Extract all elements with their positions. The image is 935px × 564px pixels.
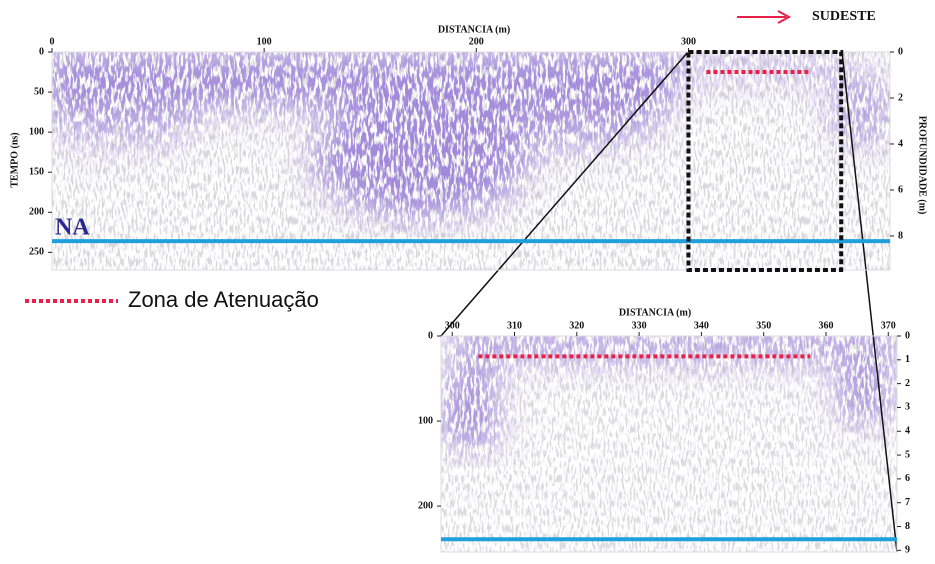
y2-tick-label: 9 (905, 545, 910, 556)
x-tick-label: 100 (257, 36, 272, 47)
direction-label: SUDESTE (812, 9, 876, 24)
x-tick-label: 330 (632, 320, 647, 331)
y-axis-title: TEMPO (ns) (9, 132, 20, 187)
y2-tick-label: 4 (905, 426, 910, 437)
zoom-connector (440, 51, 689, 337)
y2-tick-label: 1 (905, 354, 910, 365)
y2-tick-label: 3 (905, 402, 910, 413)
y2-tick-label: 4 (898, 138, 903, 149)
x-tick-label: 0 (50, 36, 55, 47)
plot-frame (440, 335, 898, 553)
y2-tick-label: 8 (905, 521, 910, 532)
y-tick-label: 250 (29, 247, 44, 258)
water-table-label: NA (55, 215, 90, 241)
y2-tick-label: 5 (905, 449, 910, 460)
zoom-connector (841, 51, 898, 553)
x-tick-label: 340 (694, 320, 709, 331)
y2-tick-label: 0 (898, 46, 903, 57)
plot-frame (51, 51, 891, 271)
y-tick-label: 0 (39, 46, 44, 57)
x-tick-label: 320 (569, 320, 584, 331)
y-tick-label: 100 (29, 126, 44, 137)
radargram-texture (52, 52, 890, 270)
x-tick-label: 200 (469, 36, 484, 47)
x-tick-label: 300 (445, 320, 460, 331)
radargram-texture (441, 336, 897, 552)
legend-label: Zona de Atenuação (128, 287, 319, 312)
y2-tick-label: 7 (905, 497, 910, 508)
y-tick-label: 200 (418, 500, 433, 511)
y2-tick-label: 2 (898, 92, 903, 103)
y2-axis-title: PROFUNDIDADE (m) (917, 116, 928, 215)
x-axis-title: DISTANCIA (m) (438, 24, 510, 35)
x-tick-label: 350 (756, 320, 771, 331)
y-tick-label: 200 (29, 207, 44, 218)
x-axis-title: DISTANCIA (m) (619, 307, 691, 318)
y-tick-label: 150 (29, 167, 44, 178)
x-tick-label: 300 (681, 36, 696, 47)
y-tick-label: 0 (428, 330, 433, 341)
x-tick-label: 360 (818, 320, 833, 331)
x-tick-label: 310 (507, 320, 522, 331)
y2-tick-label: 6 (905, 473, 910, 484)
zoom-box (686, 50, 844, 272)
y2-tick-label: 0 (905, 330, 910, 341)
x-tick-label: 370 (881, 320, 896, 331)
y-tick-label: 100 (418, 415, 433, 426)
y2-tick-label: 6 (898, 184, 903, 195)
direction-arrow (777, 10, 792, 24)
y2-tick-label: 8 (898, 230, 903, 241)
y2-tick-label: 2 (905, 378, 910, 389)
y-tick-label: 50 (34, 86, 44, 97)
